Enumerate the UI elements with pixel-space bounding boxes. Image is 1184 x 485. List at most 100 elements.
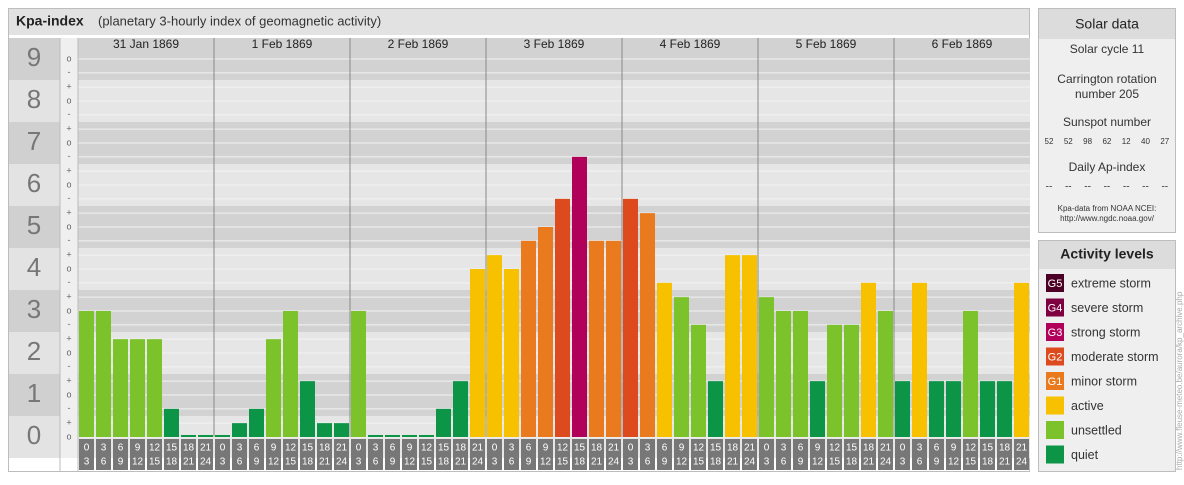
day-label: 1 Feb 1869	[252, 37, 313, 51]
x-tick-label: 0	[764, 443, 770, 454]
bar	[759, 297, 774, 437]
axis-band	[9, 374, 60, 416]
chart-title: Kpa-index	[16, 13, 84, 29]
hour-box	[640, 439, 655, 470]
solar-title: Solar data	[1075, 16, 1139, 32]
y-minor-label: o	[66, 137, 71, 147]
bar	[487, 255, 502, 437]
y-tick-label: 5	[27, 210, 41, 240]
y-tick-label: 0	[27, 420, 41, 450]
y-tick-label: 2	[27, 336, 41, 366]
bar	[232, 423, 247, 437]
bar	[572, 156, 587, 438]
bar	[351, 311, 366, 437]
bar	[640, 213, 655, 437]
y-minor-label: +	[66, 418, 71, 428]
x-tick-label: 6	[645, 457, 651, 468]
y-tick-label: 7	[27, 126, 41, 156]
y-minor-label: -	[68, 109, 71, 119]
hour-box	[164, 439, 179, 470]
bar	[300, 381, 315, 437]
bar	[368, 435, 383, 437]
x-tick-label: 24	[608, 457, 620, 468]
y-minor-label: o	[66, 347, 71, 357]
x-tick-label: 15	[710, 443, 722, 454]
x-tick-label: 9	[407, 443, 413, 454]
hour-box	[538, 439, 553, 470]
x-tick-label: 18	[982, 457, 994, 468]
x-tick-label: 0	[220, 443, 226, 454]
x-tick-label: 21	[727, 457, 739, 468]
y-minor-label: o	[66, 389, 71, 399]
x-tick-label: 12	[812, 457, 824, 468]
x-tick-label: 15	[965, 457, 977, 468]
x-tick-label: 24	[200, 457, 212, 468]
minor-axis-band	[60, 38, 78, 80]
bar	[708, 381, 723, 437]
x-tick-label: 3	[509, 443, 515, 454]
x-tick-label: 9	[815, 443, 821, 454]
y-minor-label: o	[66, 53, 71, 63]
bar	[402, 435, 417, 437]
bar	[130, 339, 145, 437]
x-tick-label: 12	[421, 443, 433, 454]
day-label: 2 Feb 1869	[388, 37, 449, 51]
x-tick-label: 9	[271, 443, 277, 454]
x-tick-label: 15	[693, 457, 705, 468]
bar	[317, 423, 332, 437]
hour-box	[810, 439, 825, 470]
hour-box	[572, 439, 587, 470]
bar	[589, 240, 604, 437]
x-tick-label: 9	[390, 457, 396, 468]
x-tick-label: 24	[1016, 457, 1028, 468]
title-bar	[9, 9, 1029, 35]
x-tick-label: 9	[679, 443, 685, 454]
bar	[827, 324, 842, 437]
minor-axis-band	[60, 122, 78, 164]
x-tick-label: 15	[421, 457, 433, 468]
axis-band	[9, 332, 60, 374]
y-minor-label: o	[66, 431, 71, 441]
hour-box	[368, 439, 383, 470]
x-tick-label: 3	[84, 457, 90, 468]
bar	[249, 408, 264, 437]
x-tick-label: 21	[608, 443, 620, 454]
bar	[385, 435, 400, 437]
hour-box	[300, 439, 315, 470]
legend-swatch	[1046, 445, 1064, 464]
ap-value: --	[1142, 182, 1149, 193]
hour-box	[844, 439, 859, 470]
axis-band	[9, 164, 60, 206]
x-tick-label: 9	[951, 443, 957, 454]
chart-subtitle: (planetary 3-hourly index of geomagnetic…	[98, 13, 381, 28]
hour-box	[470, 439, 485, 470]
y-minor-label: -	[68, 319, 71, 329]
y-tick-label: 1	[27, 378, 41, 408]
x-tick-label: 9	[135, 443, 141, 454]
x-tick-label: 18	[183, 443, 195, 454]
legend-badge: G2	[1048, 351, 1063, 363]
source: Kpa-data from NOAA NCEI:	[1058, 204, 1157, 213]
hour-box	[504, 439, 519, 470]
hour-box	[759, 439, 774, 470]
x-tick-label: 21	[999, 457, 1011, 468]
legend-badge: G3	[1048, 327, 1063, 339]
axis-band	[9, 38, 60, 80]
bar	[147, 339, 162, 437]
x-tick-label: 18	[574, 457, 586, 468]
bar	[776, 311, 791, 437]
x-tick-label: 12	[557, 443, 569, 454]
x-tick-label: 3	[645, 443, 651, 454]
hour-box	[487, 439, 502, 470]
y-tick-label: 8	[27, 84, 41, 114]
hour-box	[266, 439, 281, 470]
x-tick-label: 21	[744, 443, 756, 454]
x-tick-label: 12	[268, 457, 280, 468]
sunspot-number: 12	[1122, 137, 1131, 146]
bar	[895, 381, 910, 437]
bar	[861, 282, 876, 437]
hour-box	[742, 439, 757, 470]
bar	[521, 240, 536, 437]
x-tick-label: 21	[591, 457, 603, 468]
